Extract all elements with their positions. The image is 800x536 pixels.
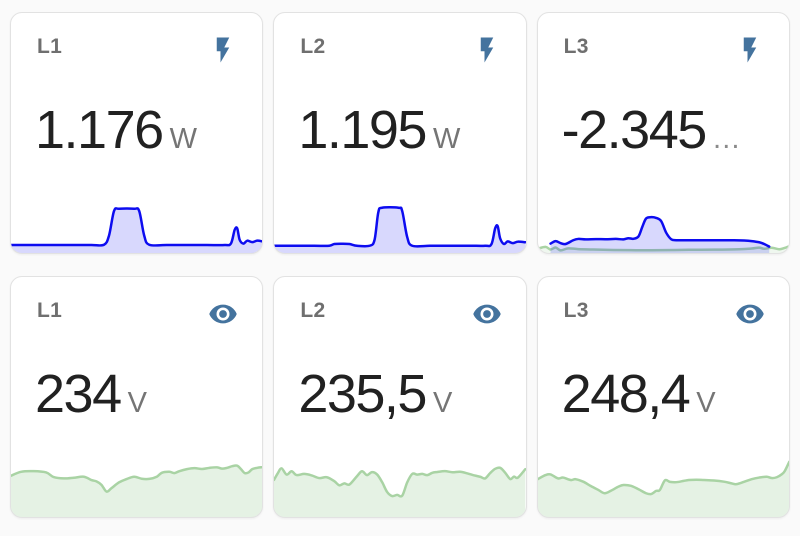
sensor-unit: V xyxy=(127,387,147,419)
sparkline-chart xyxy=(11,451,263,517)
card-header: L2 xyxy=(274,13,525,65)
card-title: L1 xyxy=(37,299,63,322)
eye-icon xyxy=(472,299,502,329)
card-header: L3 xyxy=(538,277,789,329)
flash-icon xyxy=(208,35,238,65)
eye-icon xyxy=(208,299,238,329)
card-title: L1 xyxy=(37,35,63,58)
eye-icon xyxy=(735,299,765,329)
sensor-unit: W xyxy=(169,123,198,155)
sensor-value: -2.345 xyxy=(561,100,708,160)
flash-icon xyxy=(735,35,765,65)
sensor-value: 248,4 xyxy=(561,364,691,424)
sparkline-chart xyxy=(537,195,789,253)
card-title: L2 xyxy=(300,299,326,322)
flash-icon xyxy=(472,35,502,65)
sparkline-chart xyxy=(274,451,526,517)
card-header: L1 xyxy=(11,13,262,65)
card-header: L3 xyxy=(538,13,789,65)
sensor-card-power-l2[interactable]: L2 1.195 W xyxy=(273,12,527,254)
sparkline-chart xyxy=(11,195,263,253)
card-title: L3 xyxy=(563,299,589,322)
sensor-unit: W xyxy=(432,123,461,155)
sensor-value: 235,5 xyxy=(298,364,427,424)
sensor-card-voltage-l1[interactable]: L1 234 V xyxy=(10,276,264,518)
sparkline-chart xyxy=(274,195,526,253)
sensor-card-power-l3[interactable]: L3 -2.345 … xyxy=(536,12,790,254)
value-row: 234 V xyxy=(11,363,262,425)
value-row: 1.176 W xyxy=(11,99,262,161)
card-header: L1 xyxy=(11,277,262,329)
value-overflow-ellipsis: … xyxy=(711,123,742,155)
sensor-card-power-l1[interactable]: L1 1.176 W xyxy=(10,12,264,254)
card-header: L2 xyxy=(274,277,525,329)
value-row: 1.195 W xyxy=(274,99,525,161)
value-row: -2.345 … xyxy=(538,99,789,161)
card-title: L2 xyxy=(300,35,326,58)
sparkline-chart xyxy=(537,451,789,517)
card-title: L3 xyxy=(563,35,589,58)
sensor-value: 1.195 xyxy=(298,100,427,160)
sensor-card-voltage-l2[interactable]: L2 235,5 V xyxy=(273,276,527,518)
sensor-unit: V xyxy=(696,387,716,419)
sensor-card-voltage-l3[interactable]: L3 248,4 V xyxy=(536,276,790,518)
sensor-value: 1.176 xyxy=(35,100,164,160)
sensor-value: 234 xyxy=(35,364,122,424)
sensor-unit: V xyxy=(432,387,453,419)
value-row: 235,5 V xyxy=(274,363,525,425)
value-row: 248,4 V xyxy=(538,363,789,425)
